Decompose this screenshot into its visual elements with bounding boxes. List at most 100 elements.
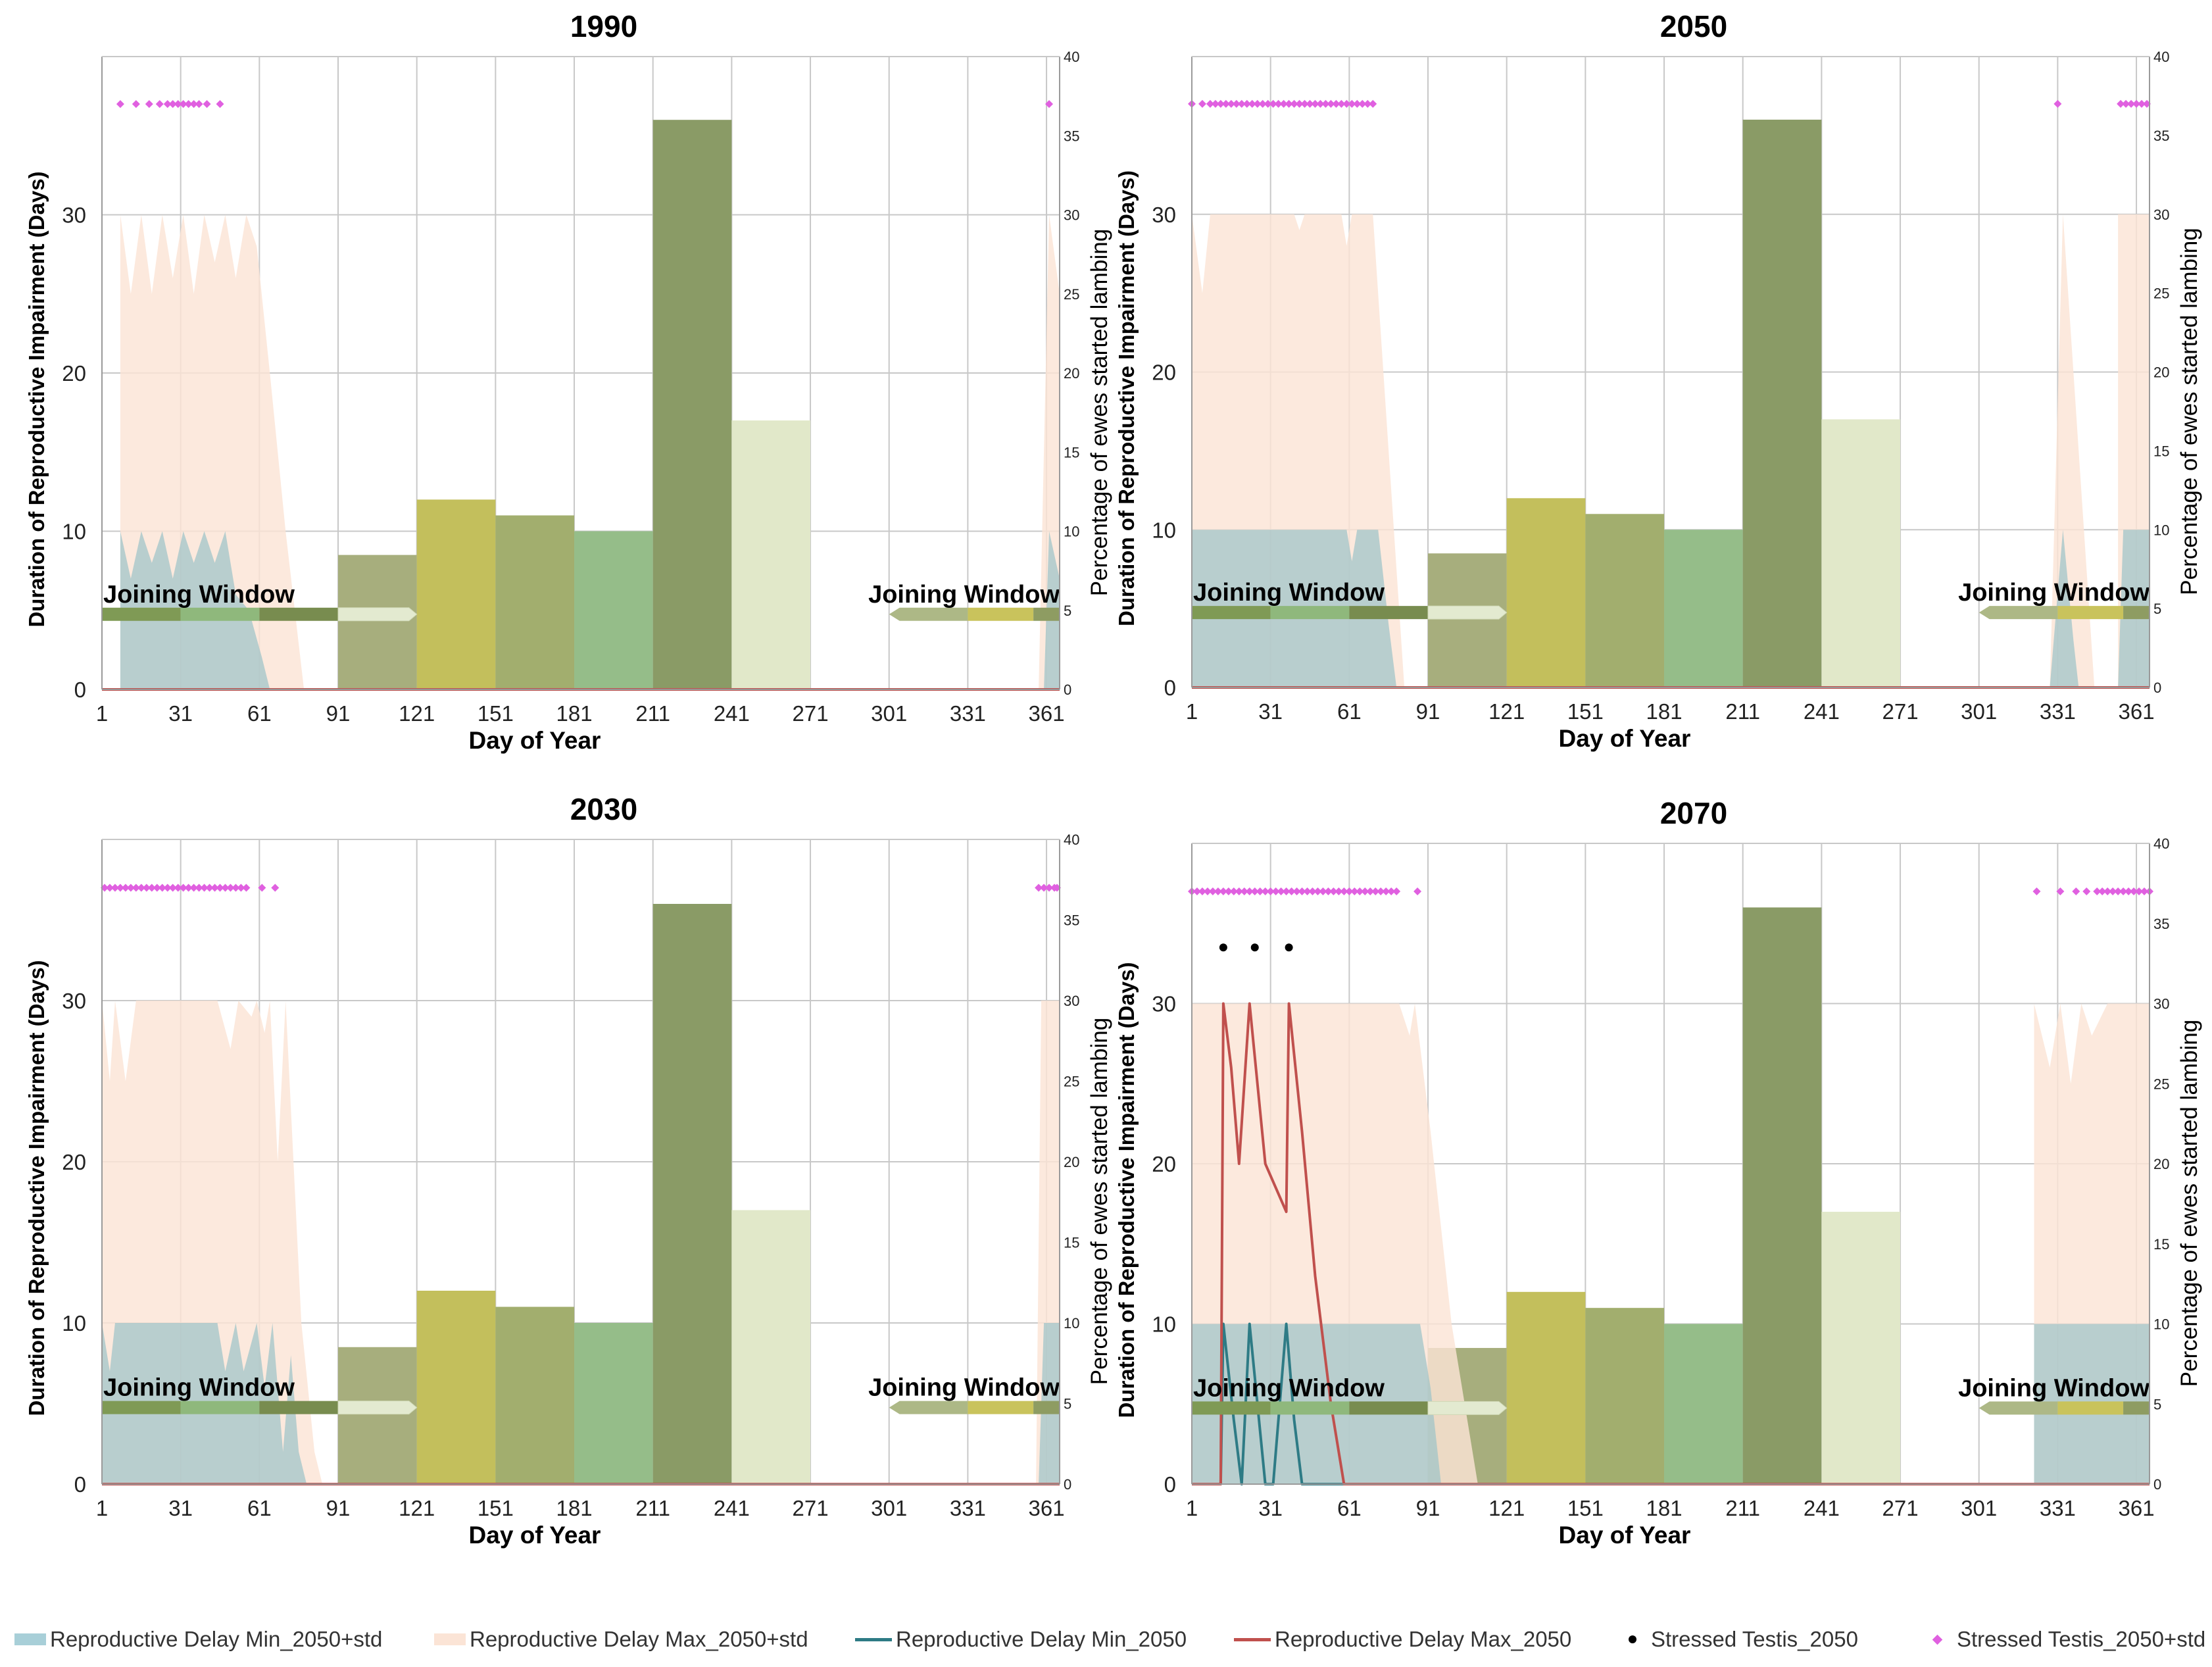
stressed-testis-std-marker: [1245, 887, 1254, 896]
joining-window-segment: [1349, 606, 1429, 620]
min-delay-std-band: [1192, 1324, 2150, 1484]
stressed-testis-std-marker: [142, 883, 151, 892]
x-tick-label: 1: [96, 1496, 108, 1520]
y2-tick-label: 15: [1064, 444, 1079, 460]
legend-item-stressed: Stressed Testis_2050: [1619, 1620, 1858, 1659]
y2-tick-label: 5: [1064, 1396, 1071, 1412]
chart-title: 2050: [1660, 9, 1727, 43]
stressed-testis-std-marker: [179, 883, 187, 892]
x-tick-label: 61: [247, 701, 272, 726]
stressed-testis-std-marker: [1235, 887, 1243, 896]
stressed-testis-std-marker: [2109, 887, 2117, 896]
stressed-testis-std-marker: [1329, 887, 1338, 896]
y2-tick-label: 30: [1064, 207, 1079, 224]
stressed-testis-std-marker: [1216, 99, 1225, 108]
x-tick-label: 91: [1416, 699, 1440, 724]
stressed-testis-std-marker: [1208, 887, 1217, 896]
stressed-testis-std-marker: [179, 100, 187, 109]
legend-swatch-max-std: [434, 1633, 466, 1645]
stressed-testis-std-marker: [132, 883, 140, 892]
chart-title: 2030: [570, 792, 637, 826]
stressed-testis-std-marker: [1324, 887, 1333, 896]
x-axis-label: Day of Year: [469, 1522, 601, 1549]
x-tick-label: 331: [950, 701, 986, 726]
stressed-testis-marker: [1250, 943, 1259, 952]
stressed-testis-std-marker: [2119, 887, 2128, 896]
x-tick-label: 301: [871, 701, 907, 726]
y2-tick-label: 30: [1064, 993, 1079, 1009]
stressed-testis-std-marker: [1242, 99, 1251, 108]
stressed-testis-std-marker: [1206, 99, 1214, 108]
x-tick-label: 151: [478, 1496, 514, 1520]
x-tick-label: 121: [399, 1496, 435, 1520]
stressed-testis-std-marker: [2117, 99, 2125, 108]
stressed-testis-std-marker: [1413, 887, 1422, 896]
stressed-testis-std-marker: [1279, 99, 1288, 108]
joining-window-segment: [2057, 606, 2124, 620]
stressed-testis-std-marker: [1369, 99, 1377, 108]
stressed-testis-std-marker: [1303, 887, 1312, 896]
stressed-testis-std-marker: [1232, 99, 1241, 108]
stressed-testis-std-marker: [1282, 887, 1290, 896]
x-tick-label: 361: [2119, 1496, 2155, 1520]
x-axis-label: Day of Year: [1559, 1522, 1691, 1549]
x-tick-label: 61: [1337, 699, 1362, 724]
x-tick-label: 241: [1804, 1496, 1840, 1520]
x-tick-label: 301: [871, 1496, 907, 1520]
lambing-bar: [338, 555, 417, 689]
stressed-testis-std-marker: [1227, 99, 1235, 108]
x-tick-label: 1: [96, 701, 108, 726]
y-tick-label: 30: [1152, 992, 1176, 1016]
stressed-testis-std-marker: [1300, 99, 1309, 108]
stressed-testis-std-marker: [1198, 99, 1206, 108]
stressed-testis-std-marker: [210, 883, 219, 892]
x-tick-label: 271: [1882, 699, 1919, 724]
joining-window-segment: [2123, 606, 2150, 620]
y2-tick-label: 25: [2153, 1076, 2169, 1092]
stressed-testis-std-marker: [137, 883, 145, 892]
legend-label-max-line: Reproductive Delay Max_2050: [1275, 1627, 1572, 1651]
stressed-testis-std-marker: [1271, 887, 1280, 896]
stressed-testis-std-marker: [2053, 99, 2062, 108]
stressed-testis-std-marker: [1364, 99, 1372, 108]
joining-window-arrow-right: [1427, 605, 1508, 620]
stressed-testis-std-marker: [271, 883, 280, 892]
lambing-bar: [416, 1291, 496, 1484]
lambing-bar: [1664, 530, 1743, 687]
x-tick-label: 181: [1646, 1496, 1682, 1520]
stressed-testis-std-marker: [216, 883, 224, 892]
stressed-testis-std-marker: [258, 883, 266, 892]
stressed-testis-std-marker: [200, 883, 209, 892]
stressed-testis-std-marker: [126, 883, 135, 892]
x-tick-label: 1: [1186, 699, 1198, 724]
stressed-testis-std-marker: [132, 100, 140, 109]
stressed-testis-std-marker: [1198, 887, 1206, 896]
joining-window-arrow-left: [1979, 1401, 2058, 1415]
stressed-testis-std-marker: [1240, 887, 1248, 896]
joining-window-segment: [968, 607, 1034, 621]
stressed-testis-std-marker: [1311, 99, 1319, 108]
stressed-testis-std-marker: [226, 883, 235, 892]
stressed-testis-std-marker: [216, 100, 224, 109]
y-tick-label: 0: [1164, 676, 1176, 700]
legend: Reproductive Delay Min_2050+std Reproduc…: [0, 1620, 2212, 1659]
stressed-testis-std-marker: [205, 883, 214, 892]
lambing-bar: [1742, 119, 1822, 687]
y-tick-label: 10: [1152, 1312, 1176, 1337]
joining-window-label-right: Joining Window: [1958, 579, 2150, 607]
stressed-testis-std-marker: [1264, 99, 1272, 108]
stressed-testis-std-marker: [1258, 99, 1267, 108]
x-tick-label: 91: [326, 1496, 351, 1520]
stressed-testis-std-marker: [1211, 99, 1219, 108]
x-tick-label: 181: [556, 701, 592, 726]
lambing-bar: [1428, 553, 1507, 687]
y-tick-label: 10: [62, 1311, 86, 1335]
y2-tick-label: 25: [2153, 286, 2169, 302]
x-tick-label: 31: [168, 1496, 193, 1520]
y-tick-label: 10: [62, 520, 86, 544]
x-tick-label: 121: [399, 701, 435, 726]
x-tick-label: 241: [1804, 699, 1840, 724]
lambing-bar: [495, 1306, 575, 1484]
stressed-testis-std-marker: [189, 100, 198, 109]
